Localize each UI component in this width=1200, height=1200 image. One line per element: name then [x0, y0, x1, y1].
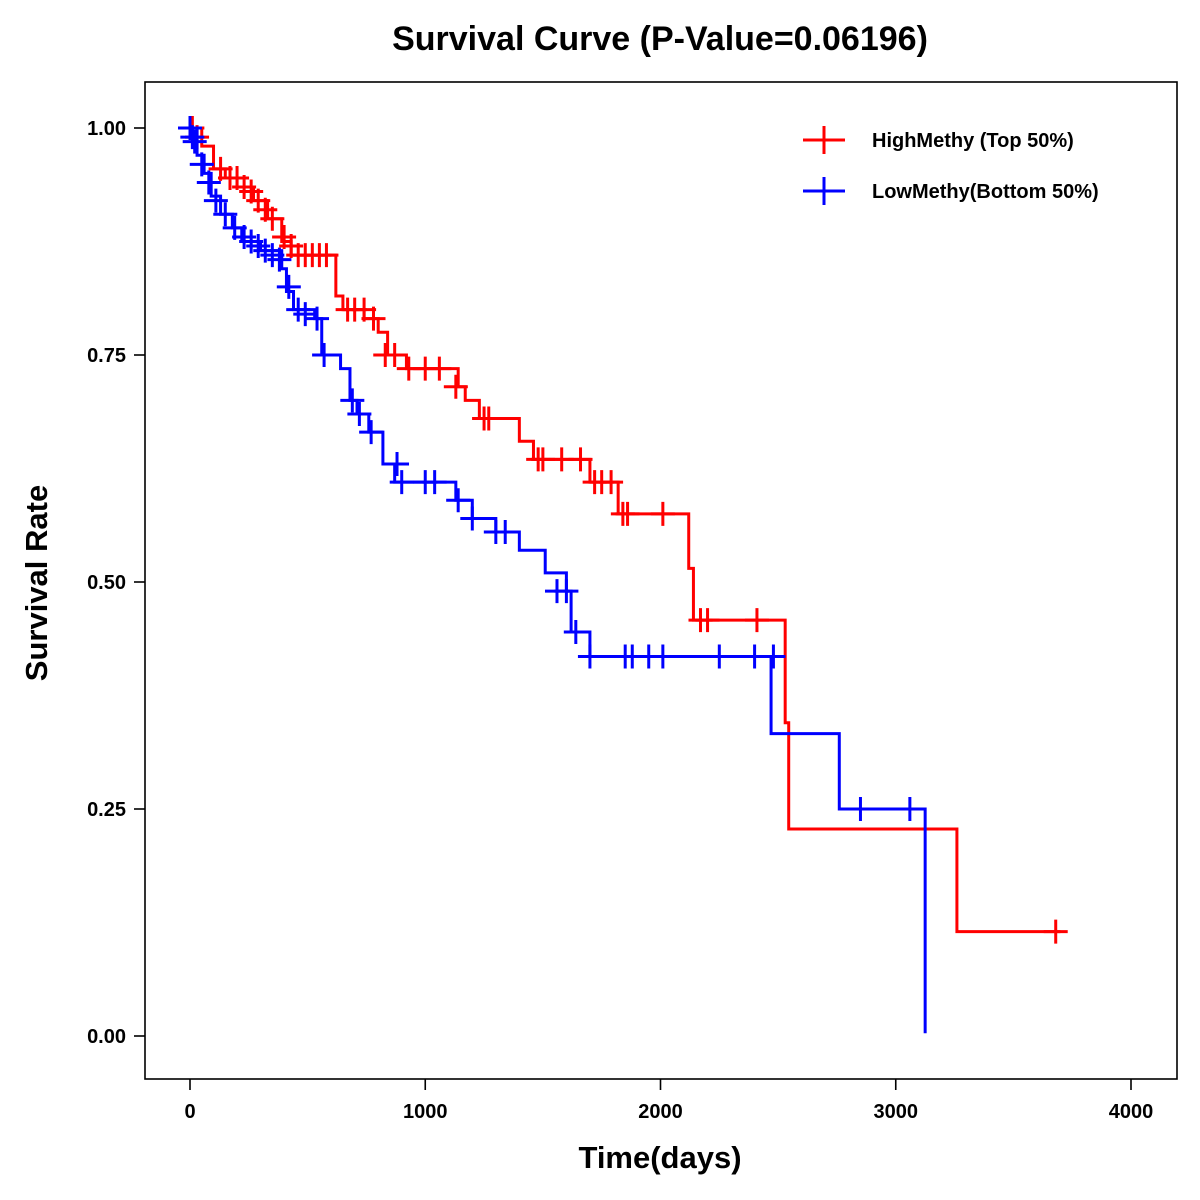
- y-tick-label: 0.25: [87, 799, 126, 821]
- censor-mark: [203, 188, 228, 213]
- legend: HighMethy (Top 50%) LowMethy(Bottom 50%): [803, 126, 1099, 205]
- censor-mark: [897, 797, 922, 821]
- y-tick-label: 0.75: [87, 345, 126, 367]
- censor-mark: [443, 374, 468, 399]
- censor-mark: [615, 501, 640, 526]
- censor-mark: [359, 420, 384, 445]
- censor-mark: [446, 488, 471, 513]
- legend-label: LowMethy(Bottom 50%): [872, 181, 1099, 203]
- censor-mark: [196, 170, 221, 195]
- censor-mark: [267, 247, 292, 272]
- censor-mark: [293, 302, 318, 327]
- censor-mark: [554, 579, 579, 604]
- censor-mark: [707, 644, 732, 669]
- plot-frame: [144, 81, 1178, 1080]
- censor-mark: [476, 406, 501, 431]
- series-1: [178, 116, 927, 1034]
- censor-mark: [427, 356, 452, 381]
- legend-item: LowMethy(Bottom 50%): [803, 177, 1099, 205]
- censor-mark: [385, 451, 410, 476]
- x-tick-label: 0: [184, 1101, 195, 1123]
- censor-mark: [189, 152, 214, 177]
- censor-mark: [650, 644, 675, 669]
- censor-mark: [493, 520, 518, 545]
- legend-label: HighMethy (Top 50%): [872, 130, 1074, 152]
- y-axis: 0.00 0.25 0.50 0.75 1.00: [87, 118, 145, 1048]
- censor-mark: [563, 619, 588, 644]
- y-tick-label: 1.00: [87, 118, 126, 140]
- censor-mark: [422, 470, 447, 495]
- y-axis-label: Survival Rate: [19, 485, 54, 681]
- censor-mark: [361, 306, 386, 331]
- censor-mark: [1043, 919, 1068, 944]
- y-tick-label: 0.00: [87, 1026, 126, 1048]
- censor-mark: [180, 125, 205, 150]
- x-tick-label: 2000: [638, 1101, 683, 1123]
- censor-mark: [577, 644, 602, 669]
- censor-mark: [314, 243, 339, 268]
- censor-mark: [568, 447, 593, 472]
- censor-mark: [744, 608, 769, 633]
- censor-mark: [276, 274, 301, 299]
- chart-title: Survival Curve (P-Value=0.06196): [392, 20, 928, 58]
- censor-mark: [340, 388, 365, 413]
- censor-mark: [382, 343, 407, 367]
- censor-mark: [848, 797, 873, 821]
- censor-mark: [182, 129, 207, 154]
- censor-mark: [260, 206, 285, 231]
- x-axis: 0 1000 2000 3000 4000: [184, 1079, 1153, 1123]
- censor-mark: [761, 644, 786, 669]
- y-tick-label: 0.50: [87, 572, 126, 594]
- series-0: [180, 116, 1068, 944]
- x-axis-label: Time(days): [578, 1140, 741, 1175]
- censor-mark: [305, 306, 330, 331]
- x-tick-label: 4000: [1109, 1101, 1154, 1123]
- censor-mark: [650, 501, 675, 526]
- censor-mark: [213, 202, 238, 227]
- censor-mark: [460, 506, 485, 531]
- series-layer: [178, 116, 1068, 1034]
- censor-mark: [389, 470, 414, 495]
- censor-mark: [347, 402, 372, 427]
- censor-mark: [695, 608, 720, 633]
- legend-item: HighMethy (Top 50%): [803, 126, 1074, 154]
- x-tick-label: 3000: [874, 1101, 919, 1123]
- censor-mark: [312, 343, 337, 367]
- x-tick-label: 1000: [403, 1101, 448, 1123]
- censor-mark: [599, 470, 624, 495]
